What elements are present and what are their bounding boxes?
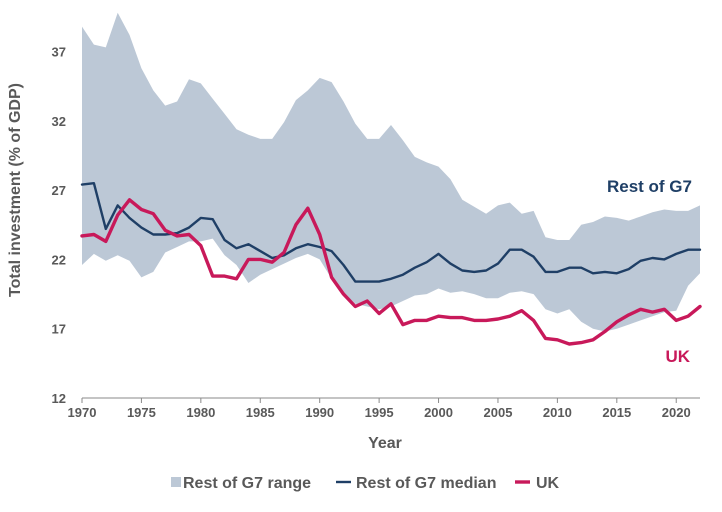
y-tick-label: 32 bbox=[52, 114, 66, 129]
legend-swatch-range bbox=[171, 477, 181, 487]
uk-line bbox=[80, 198, 702, 346]
y-axis-title: Total investment (% of GDP) bbox=[7, 83, 24, 297]
y-tick-label: 22 bbox=[52, 252, 66, 267]
legend-item-median: Rest of G7 median bbox=[336, 475, 496, 492]
legend-label-median: Rest of G7 median bbox=[356, 475, 496, 492]
x-axis: 1970 1975 1980 1985 1990 1995 2000 2005 2010 2015… bbox=[68, 397, 700, 420]
x-tick-label: 1975 bbox=[127, 405, 156, 420]
legend-label-range: Rest of G7 range bbox=[183, 475, 311, 492]
legend-item-uk: UK bbox=[515, 475, 560, 492]
x-tick-label: 2005 bbox=[484, 405, 513, 420]
legend-label-uk: UK bbox=[536, 475, 560, 492]
x-tick-label: 1995 bbox=[365, 405, 394, 420]
legend: Rest of G7 range Rest of G7 median UK bbox=[171, 475, 560, 492]
range-band bbox=[82, 12, 700, 332]
x-tick-label: 1970 bbox=[68, 405, 97, 420]
series-label-uk: UK bbox=[665, 347, 690, 366]
y-tick-label: 37 bbox=[52, 45, 66, 60]
x-tick-label: 1990 bbox=[305, 405, 334, 420]
median-line bbox=[80, 182, 702, 283]
plot-area bbox=[80, 12, 702, 346]
x-tick-label: 2010 bbox=[543, 405, 572, 420]
x-tick-label: 1985 bbox=[246, 405, 275, 420]
y-axis: 12 17 22 27 32 37 bbox=[52, 45, 66, 406]
x-tick-label: 2000 bbox=[424, 405, 453, 420]
x-tick-label: 2015 bbox=[602, 405, 631, 420]
y-tick-label: 12 bbox=[52, 391, 66, 406]
x-tick-label: 1980 bbox=[186, 405, 215, 420]
legend-item-range: Rest of G7 range bbox=[171, 475, 311, 492]
x-tick-label: 2020 bbox=[662, 405, 691, 420]
y-tick-label: 27 bbox=[52, 183, 66, 198]
series-label-rest-of-g7: Rest of G7 bbox=[607, 177, 692, 196]
y-tick-label: 17 bbox=[52, 322, 66, 337]
x-axis-title: Year bbox=[368, 435, 402, 452]
